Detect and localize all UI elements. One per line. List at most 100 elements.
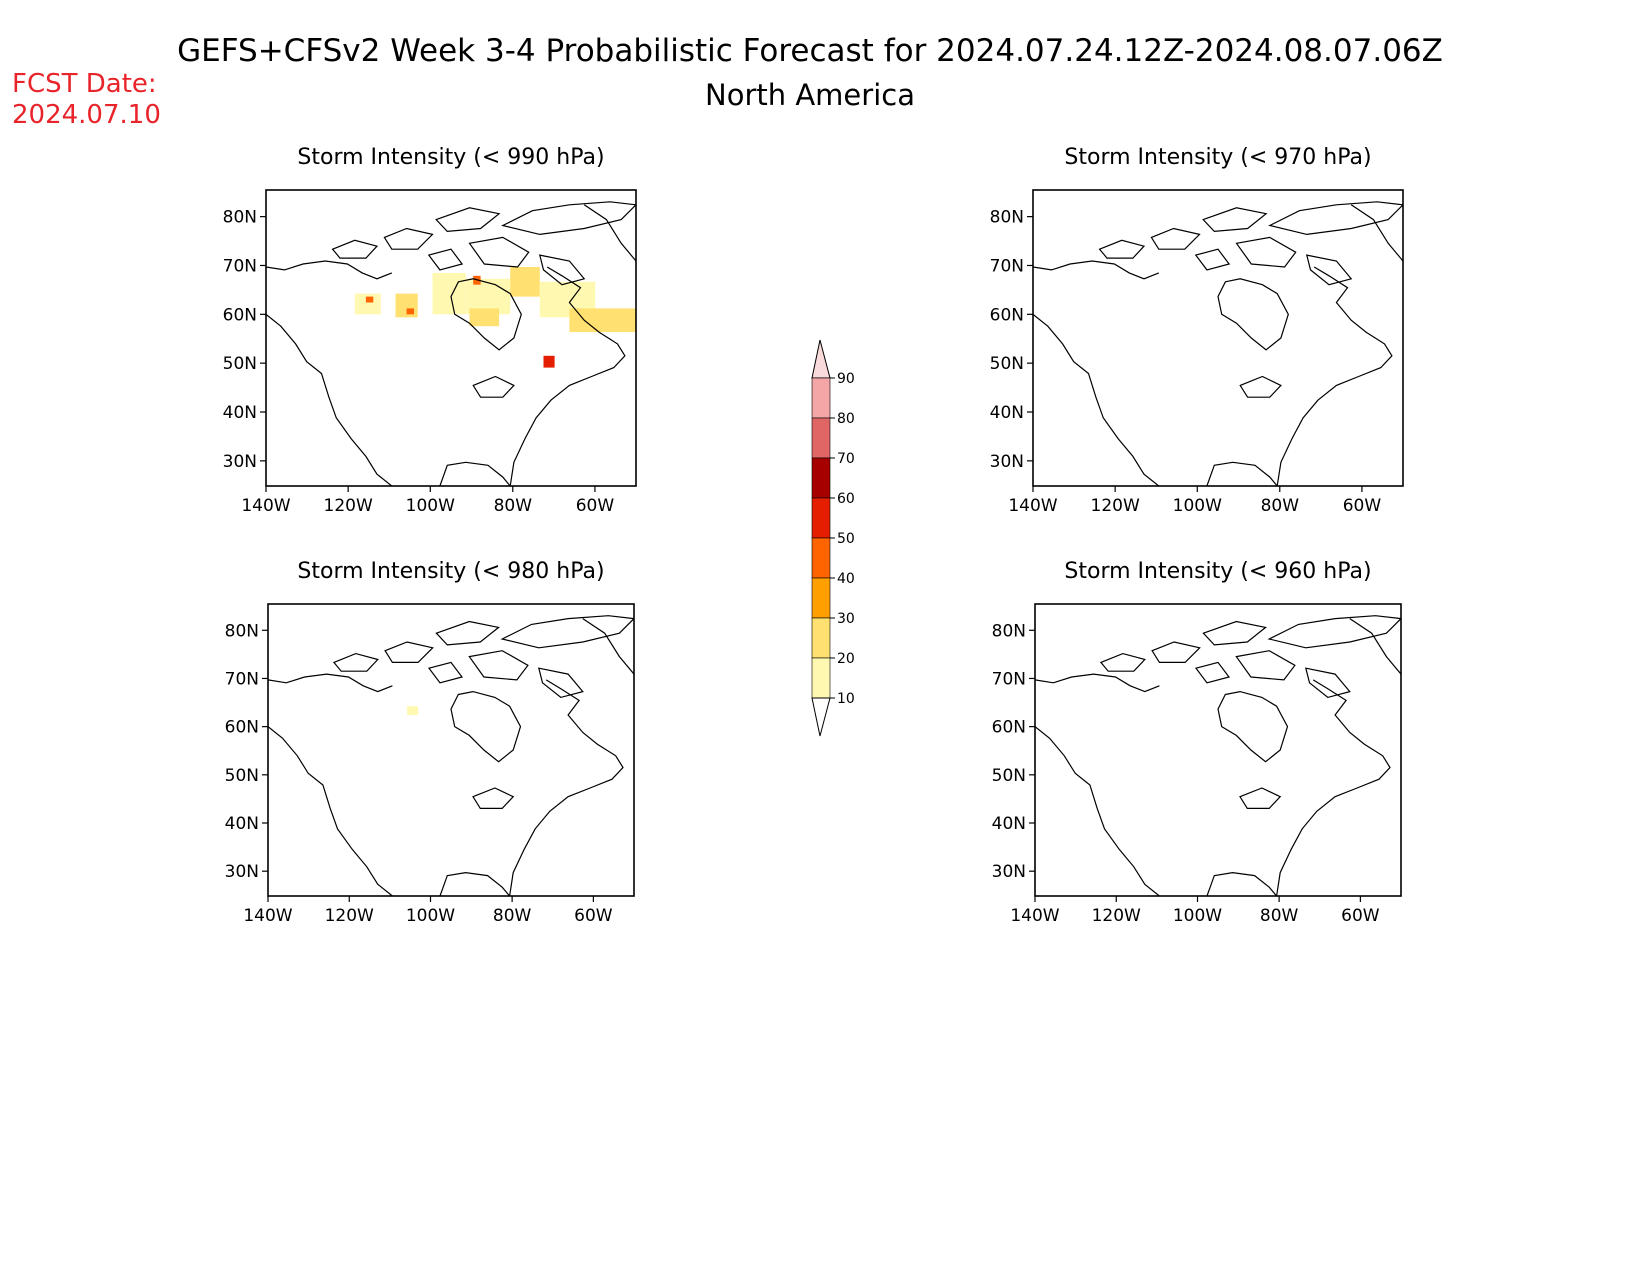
coastline: [1276, 679, 1391, 896]
lat-tick-label: 80N: [225, 621, 259, 641]
lon-tick-label: 140W: [243, 906, 292, 926]
coastline: [1194, 661, 1231, 684]
map-panel: Storm Intensity (< 970 hPa) 80N 70N 60N 50N 4…: [990, 145, 1404, 516]
coastline: [268, 726, 393, 896]
map-content: [1033, 201, 1403, 486]
region-subtitle: North America: [705, 78, 915, 112]
lon-tick-label: 100W: [1173, 906, 1222, 926]
lat-tick-label: 30N: [225, 862, 259, 882]
lat-tick-label: 80N: [990, 208, 1024, 228]
coastline: [1202, 620, 1267, 646]
lon-tick-label: 60W: [1343, 496, 1382, 516]
lat-tick-label: 40N: [992, 814, 1026, 834]
lon-tick-label: 140W: [241, 496, 290, 516]
lat-tick-label: 30N: [223, 452, 257, 472]
map-content: [266, 201, 636, 486]
colorbar-label: 50: [837, 531, 855, 547]
panel-title: Storm Intensity (< 970 hPa): [1064, 145, 1371, 170]
lat-tick-label: 60N: [223, 305, 257, 325]
coastline: [266, 260, 393, 280]
coastline: [1305, 254, 1353, 286]
colorbar-segment: [811, 497, 831, 539]
lat-tick-label: 30N: [990, 452, 1024, 472]
coastline: [1194, 248, 1231, 271]
colorbar-bottom-arrow: [811, 697, 831, 737]
coastline: [1235, 650, 1296, 681]
panel-title: Storm Intensity (< 990 hPa): [297, 145, 604, 170]
coastline: [1151, 641, 1201, 664]
colorbar-label: 70: [837, 451, 855, 467]
lon-tick-label: 100W: [406, 496, 455, 516]
colorbar-segment: [811, 457, 831, 499]
colorbar-label: 30: [837, 611, 855, 627]
map-frame: [1032, 189, 1404, 487]
map-frame: [265, 189, 637, 487]
colorbar-label: 10: [837, 691, 855, 707]
coastline: [583, 204, 636, 262]
lat-tick-label: 50N: [225, 766, 259, 786]
lon-tick-label: 60W: [576, 496, 615, 516]
coastline: [1217, 278, 1289, 351]
coastline: [450, 278, 522, 351]
coastline: [509, 679, 624, 896]
panel-title: Storm Intensity (< 960 hPa): [1064, 559, 1371, 584]
map-panel: Storm Intensity (< 960 hPa) 80N 70N 60N 50N 4…: [992, 559, 1402, 926]
probability-cell: [354, 293, 381, 315]
lat-tick-label: 80N: [223, 208, 257, 228]
coastline: [538, 254, 586, 286]
lat-tick-label: 40N: [990, 403, 1024, 423]
map-frame: [267, 603, 635, 897]
coastline: [266, 313, 393, 486]
coastline: [1239, 787, 1282, 810]
coastline: [1035, 726, 1160, 896]
map-panel: Storm Intensity (< 980 hPa) 80N 70N 60N 50N 4…: [225, 559, 635, 926]
colorbar-segment: [811, 657, 831, 699]
colorbar-label: 90: [837, 371, 855, 387]
panel-grid: Storm Intensity (< 990 hPa) 80N 70N 60N 50N 4…: [223, 145, 1404, 926]
coastline: [468, 650, 529, 681]
main-title: GEFS+CFSv2 Week 3-4 Probabilistic Foreca…: [177, 33, 1443, 69]
colorbar-label: 20: [837, 651, 855, 667]
lat-tick-label: 40N: [223, 403, 257, 423]
coastline: [383, 227, 434, 250]
lat-tick-label: 30N: [992, 862, 1026, 882]
coastline: [1033, 260, 1160, 280]
coastline: [472, 375, 515, 398]
lat-tick-label: 50N: [223, 354, 257, 374]
coastline: [1349, 618, 1401, 675]
colorbar-segment: [811, 417, 831, 459]
coastline: [1217, 690, 1289, 763]
probability-cell: [510, 267, 540, 297]
probability-cell: [432, 272, 466, 315]
coastline: [1099, 652, 1146, 672]
colorbar-segment: [811, 577, 831, 619]
lon-tick-label: 80W: [494, 496, 533, 516]
coastline: [450, 690, 522, 763]
colorbar-segment: [811, 537, 831, 579]
coastline: [1206, 461, 1278, 486]
lat-tick-label: 70N: [225, 669, 259, 689]
colorbar-label: 40: [837, 571, 855, 587]
colorbar-segment: [811, 377, 831, 419]
lat-tick-label: 70N: [223, 256, 257, 276]
fcst-date-value: 2024.07.10: [12, 100, 161, 130]
lat-tick-label: 40N: [225, 814, 259, 834]
colorbar-label: 80: [837, 411, 855, 427]
lon-tick-label: 80W: [1260, 906, 1299, 926]
coastline: [1239, 375, 1282, 398]
coastline: [509, 266, 626, 486]
coastline: [435, 207, 501, 233]
lon-tick-label: 120W: [325, 906, 374, 926]
coastline: [468, 236, 530, 268]
coastline: [427, 661, 464, 684]
colorbar-label: 60: [837, 491, 855, 507]
coastline: [435, 620, 500, 646]
lon-tick-label: 60W: [1341, 906, 1380, 926]
coastline: [501, 201, 636, 236]
lon-tick-label: 120W: [1092, 906, 1141, 926]
coastline: [1235, 236, 1297, 268]
lat-tick-label: 60N: [992, 718, 1026, 738]
colorbar-top-arrow: [811, 339, 831, 379]
lat-tick-label: 80N: [992, 621, 1026, 641]
